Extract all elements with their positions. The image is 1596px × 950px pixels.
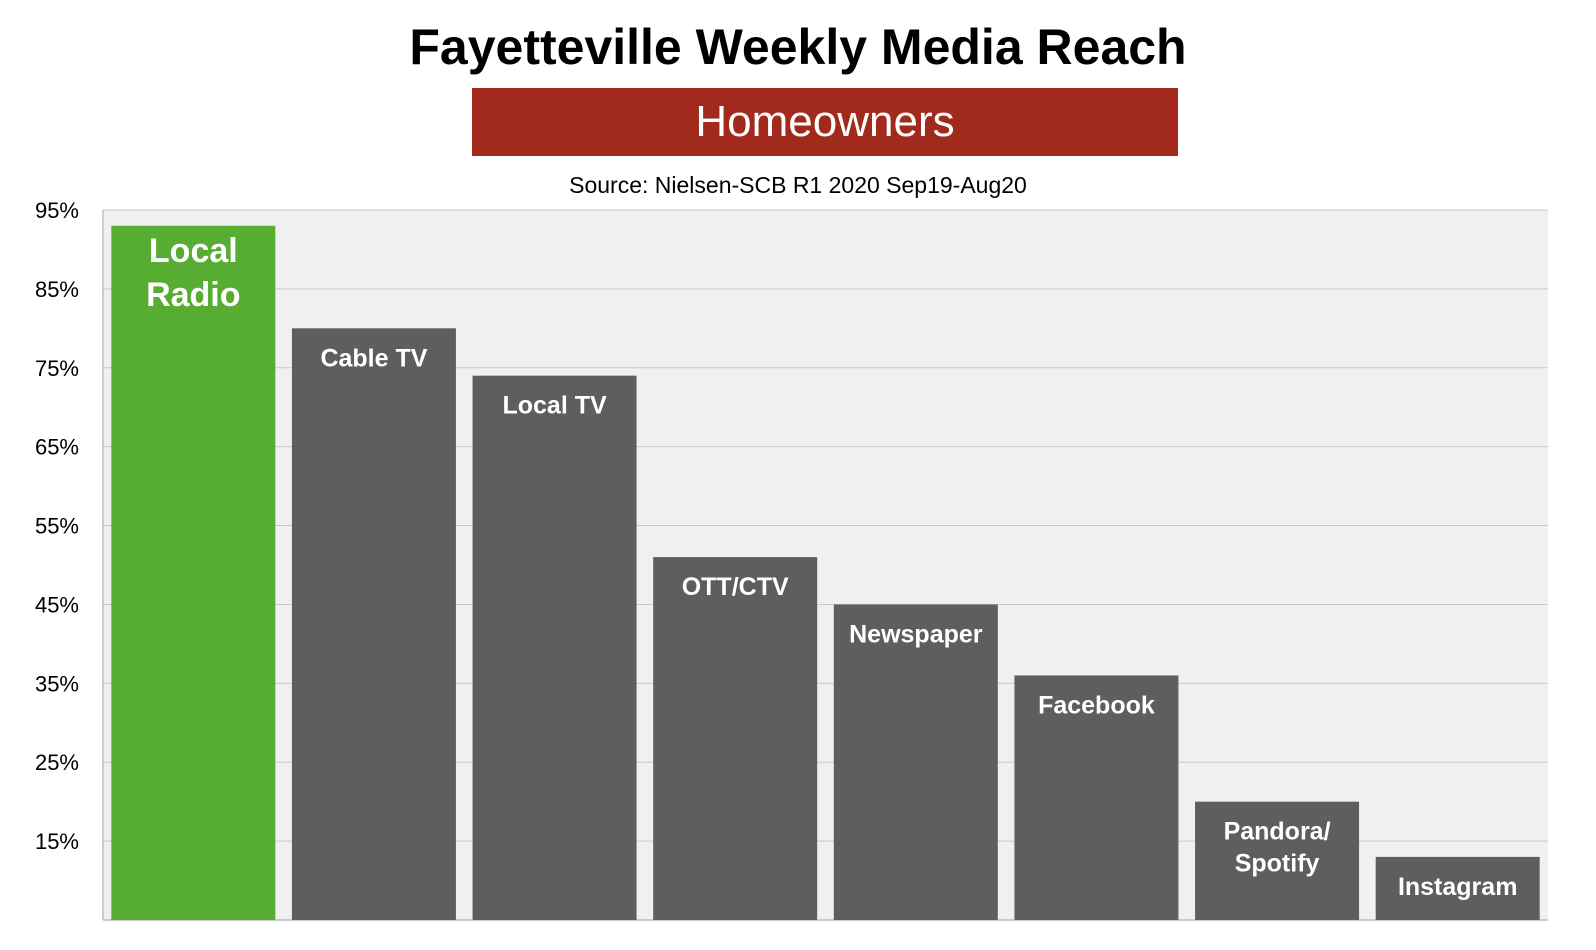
bar (1014, 675, 1179, 920)
bar-label: Radio (146, 276, 240, 314)
chart-title: Fayetteville Weekly Media Reach (409, 19, 1187, 75)
subtitle-banner: Homeowners (472, 88, 1178, 156)
source-note: Source: Nielsen-SCB R1 2020 Sep19-Aug20 (569, 172, 1027, 198)
bar-label: Pandora/ (1224, 818, 1331, 846)
y-tick-label: 25% (35, 750, 79, 775)
bar-label: Newspaper (849, 620, 983, 648)
y-tick-label: 45% (35, 592, 79, 617)
y-tick-label: 15% (35, 829, 79, 854)
bar-label: Facebook (1038, 691, 1155, 719)
bar (472, 375, 637, 921)
bar (653, 557, 818, 920)
y-tick-label: 95% (35, 198, 79, 223)
bar-label: Instagram (1398, 873, 1517, 901)
bar (291, 328, 456, 920)
bar (1195, 801, 1360, 920)
bar-label: Local (149, 232, 238, 270)
y-tick-label: 75% (35, 356, 79, 381)
bar (1375, 856, 1540, 920)
y-tick-label: 55% (35, 514, 79, 539)
y-tick-label: 65% (35, 435, 79, 460)
bar (833, 604, 998, 920)
y-tick-label: 85% (35, 277, 79, 302)
y-tick-label: 35% (35, 671, 79, 696)
bar-label: Cable TV (320, 344, 427, 372)
bar-label: Local TV (502, 392, 607, 420)
bar-label: Spotify (1235, 850, 1320, 878)
bar (111, 225, 276, 920)
bar-label: OTT/CTV (682, 573, 789, 601)
